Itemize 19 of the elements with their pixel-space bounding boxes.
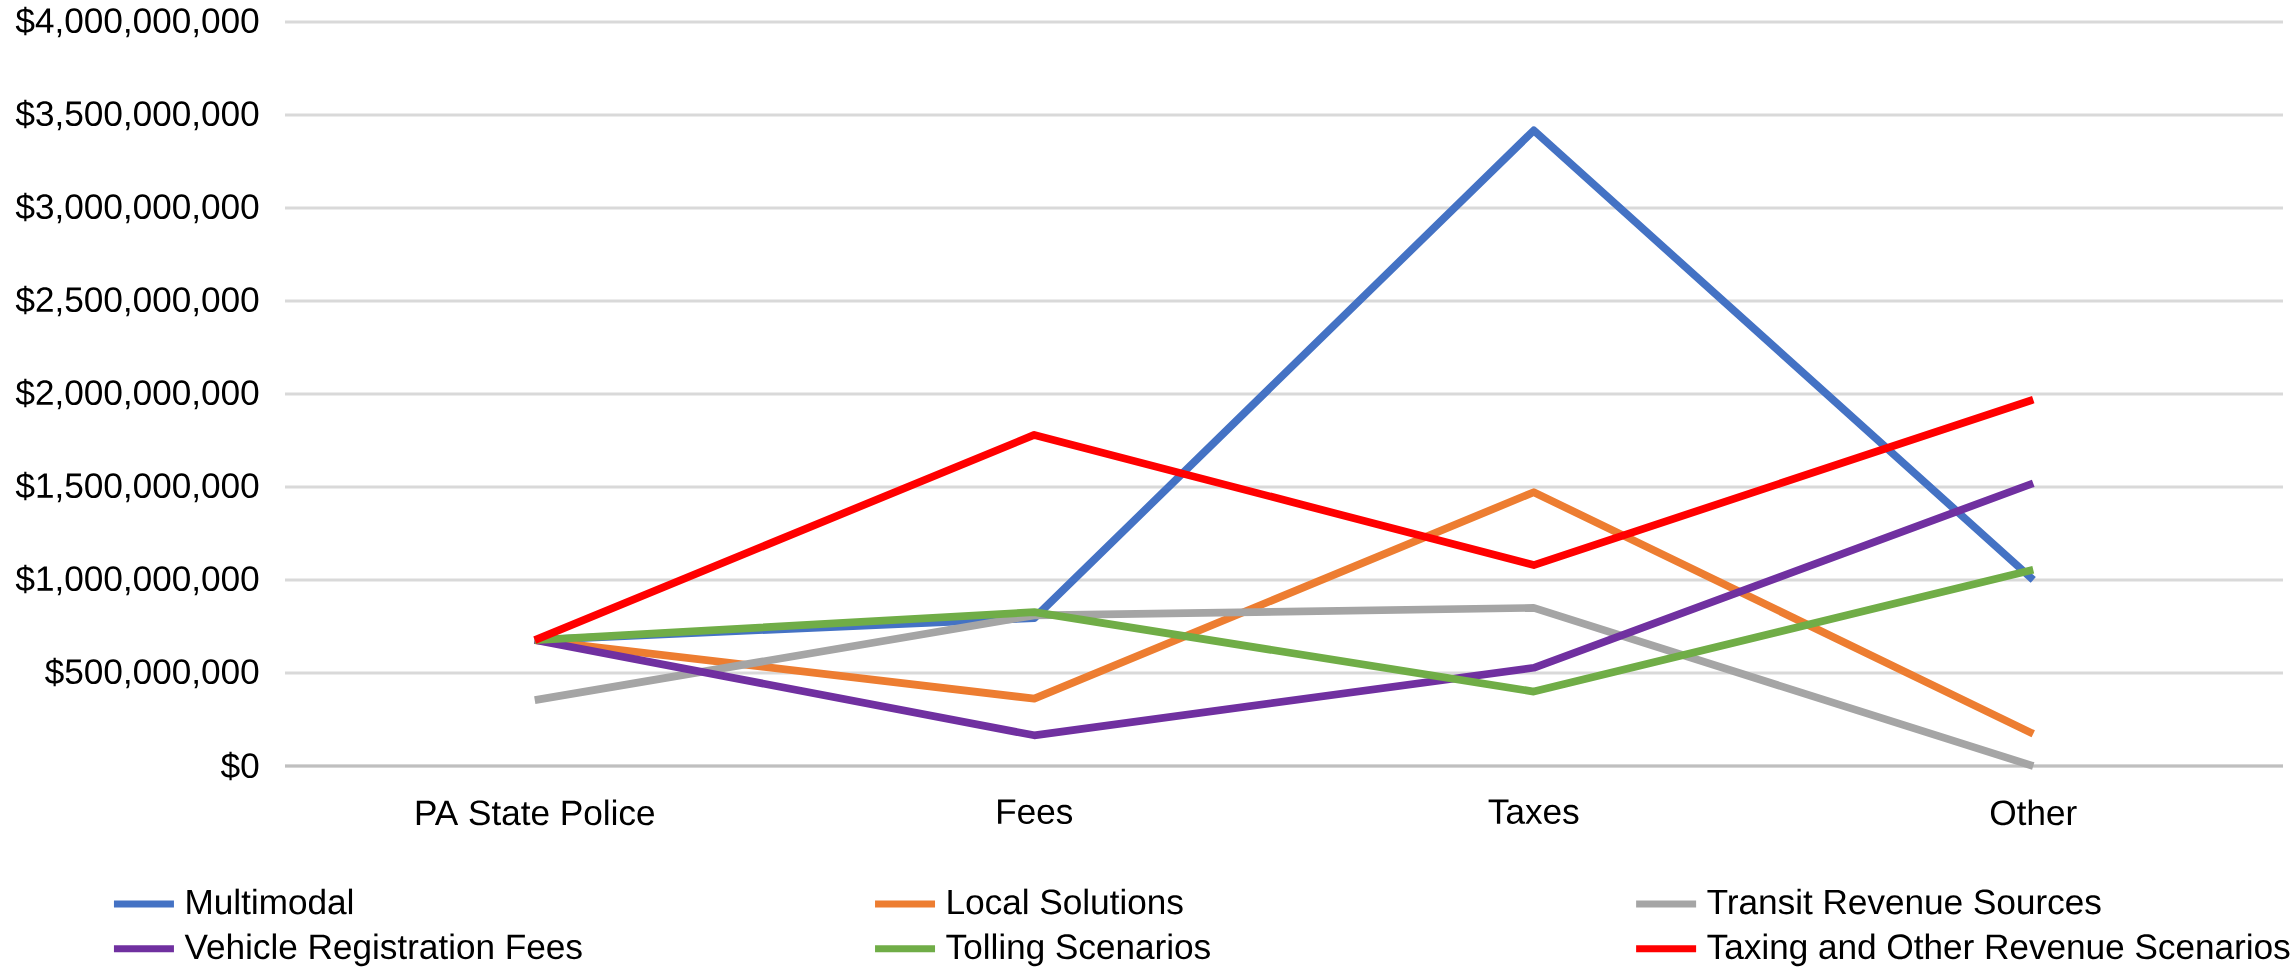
- legend-label: Multimodal: [187, 888, 353, 915]
- x-tick-label: Other: [1990, 799, 2077, 826]
- x-tick-label: Fees: [998, 799, 1073, 824]
- y-tick-label: $1,000,000,000: [15, 564, 259, 596]
- y-tick-label: $500,000,000: [45, 657, 259, 689]
- y-tick-label: $2,000,000,000: [15, 378, 259, 410]
- y-tick-label: $4,000,000,000: [15, 6, 259, 38]
- legend-label: Taxing and Other Revenue Scenarios: [1707, 933, 2290, 967]
- legend-label: Vehicle Registration Fees: [184, 933, 582, 967]
- y-tick-label: $3,000,000,000: [15, 192, 259, 224]
- y-tick-label: $3,500,000,000: [15, 99, 259, 131]
- x-tick-label: PA State Police: [416, 799, 654, 826]
- legend-label: Local Solutions: [948, 888, 1183, 915]
- y-tick-label: $1,500,000,000: [15, 471, 259, 503]
- x-tick-label: Taxes: [1488, 799, 1579, 824]
- legend-label: Transit Revenue Sources: [1707, 888, 2101, 915]
- legend-label: Tolling Scenarios: [946, 933, 1210, 967]
- y-tick-label: $2,500,000,000: [15, 285, 259, 317]
- y-tick-label: $0: [221, 751, 259, 781]
